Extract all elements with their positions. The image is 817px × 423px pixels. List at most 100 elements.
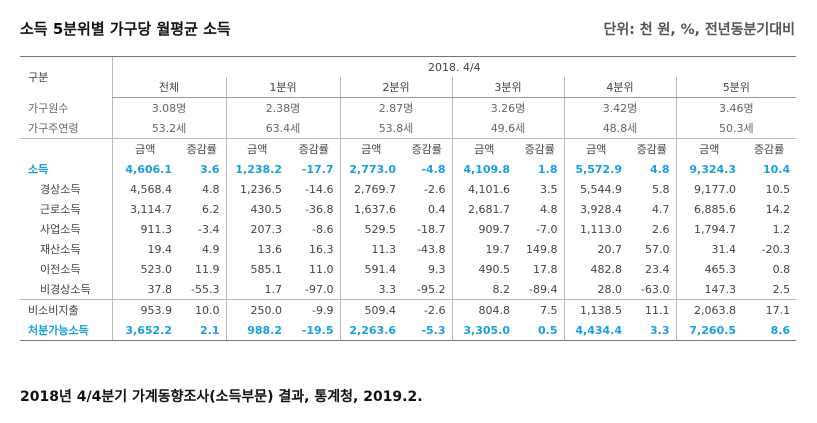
amount-cell: 8.2 — [451, 279, 516, 300]
row-label: 근로소득 — [40, 203, 81, 216]
change-header: 증감률 — [742, 138, 797, 159]
change-cell: 16.3 — [309, 242, 334, 256]
amount-cell: 3,114.7 — [111, 199, 178, 219]
age-cell: 50.3세 — [675, 118, 797, 139]
change-cell: 0.4 — [428, 202, 446, 216]
row-label: 처분가능소득 — [20, 320, 112, 341]
table-row: 비소비지출 953.9 10.0 250.0 -9.9 509.4 -2.6 804.8 7.5… — [20, 299, 797, 320]
change-cell: 4.8 — [650, 162, 670, 176]
amount-cell: 1,138.5 — [563, 299, 628, 320]
table-row: 소득 4,606.1 3.6 1,238.2 -17.7 2,773.0 -4.8 4,109… — [20, 159, 796, 179]
amount-cell: 465.3 — [675, 259, 742, 279]
change-cell: -43.8 — [417, 242, 446, 256]
age-cell: 53.2세 — [111, 118, 226, 139]
corner-header: 구분 — [20, 56, 112, 98]
amount-cell: 1.7 — [225, 279, 288, 300]
amount-cell: 509.4 — [339, 299, 402, 320]
change-cell: 23.4 — [645, 262, 670, 276]
change-cell: -18.7 — [417, 222, 446, 236]
change-cell: 4.8 — [540, 202, 558, 216]
amount-cell: 13.6 — [225, 239, 288, 259]
amount-cell: 7,260.5 — [675, 320, 742, 341]
row-label: 비경상소득 — [40, 283, 91, 296]
household-size-cell: 2.87명 — [339, 97, 452, 118]
change-cell: 4.7 — [652, 202, 670, 216]
change-cell: -17.7 — [301, 162, 334, 176]
change-cell: 10.0 — [178, 299, 226, 320]
amount-cell: 988.2 — [225, 320, 288, 341]
row-label: 가구주연령 — [28, 122, 79, 135]
amount-cell: 5,544.9 — [563, 179, 628, 199]
household-size-cell: 3.46명 — [675, 97, 797, 118]
change-cell: 4.8 — [202, 182, 220, 196]
amount-cell: 585.1 — [225, 259, 288, 279]
change-cell: 2.6 — [652, 222, 670, 236]
amount-cell: 430.5 — [225, 199, 288, 219]
table-row: 근로소득 3,114.7 6.2 430.5 -36.8 1,637.6 0.4 2,681.… — [20, 199, 796, 219]
amount-cell: 28.0 — [563, 279, 628, 300]
change-cell: 3.6 — [200, 162, 220, 176]
unit-note: 단위: 천 원, %, 전년동분기대비 — [603, 22, 795, 38]
row-label: 경상소득 — [40, 183, 81, 196]
amount-cell: 37.8 — [111, 279, 178, 300]
change-cell: 11.1 — [628, 299, 676, 320]
change-cell: -36.8 — [305, 202, 334, 216]
change-cell: 10.4 — [763, 162, 791, 176]
change-cell: -2.6 — [424, 182, 446, 196]
amount-cell: 1,637.6 — [339, 199, 402, 219]
page-title: 소득 5분위별 가구당 월평균 소득 — [20, 20, 231, 38]
change-cell: 7.5 — [516, 299, 564, 320]
amount-cell: 2,681.7 — [451, 199, 516, 219]
age-cell: 53.8세 — [339, 118, 452, 139]
change-header: 증감률 — [288, 138, 340, 159]
amount-cell: 207.3 — [225, 219, 288, 239]
group-header: 5분위 — [675, 77, 797, 98]
row-label-empty — [20, 138, 112, 159]
change-cell: -55.3 — [191, 282, 220, 296]
household-size-cell: 3.42명 — [563, 97, 676, 118]
change-header: 증감률 — [516, 138, 564, 159]
change-cell: 5.8 — [652, 182, 670, 196]
age-cell: 63.4세 — [225, 118, 340, 139]
amount-cell: 1,236.5 — [225, 179, 288, 199]
amount-cell: 4,606.1 — [111, 159, 178, 179]
change-cell: -5.3 — [402, 320, 452, 341]
change-cell: 1.2 — [772, 222, 791, 236]
period-header: 2018. 4/4 — [111, 56, 797, 77]
group-header: 2분위 — [339, 77, 452, 98]
change-cell: -2.6 — [402, 299, 452, 320]
amount-cell: 1,238.2 — [225, 159, 288, 179]
amount-cell: 591.4 — [339, 259, 402, 279]
amount-cell: 3.3 — [339, 279, 402, 300]
amount-cell: 147.3 — [675, 279, 742, 300]
amount-header: 금액 — [339, 138, 402, 159]
amount-cell: 9,177.0 — [675, 179, 742, 199]
amount-header: 금액 — [675, 138, 742, 159]
change-cell: 14.2 — [765, 202, 791, 216]
change-cell: 17.1 — [742, 299, 797, 320]
amount-cell: 19.7 — [451, 239, 516, 259]
amount-header: 금액 — [563, 138, 628, 159]
amount-cell: 20.7 — [563, 239, 628, 259]
change-header: 증감률 — [178, 138, 226, 159]
amount-cell: 523.0 — [111, 259, 178, 279]
household-size-cell: 3.08명 — [111, 97, 226, 118]
change-cell: 0.8 — [772, 262, 791, 276]
amount-cell: 3,928.4 — [563, 199, 628, 219]
change-cell: -14.6 — [305, 182, 334, 196]
table-row: 이전소득 523.0 11.9 585.1 11.0 591.4 9.3 490.5 17.8 4… — [20, 259, 796, 279]
amount-cell: 909.7 — [451, 219, 516, 239]
change-cell: -7.0 — [536, 222, 558, 236]
source-note: 2018년 4/4분기 가계동향조사(소득부문) 결과, 통계청, 2019.2… — [20, 389, 423, 405]
row-label: 사업소득 — [40, 223, 81, 236]
change-cell: 4.9 — [202, 242, 220, 256]
amount-cell: 4,101.6 — [451, 179, 516, 199]
table-row: 재산소득 19.4 4.9 13.6 16.3 11.3 -43.8 19.7 149.8 20.… — [20, 239, 796, 259]
age-cell: 48.8세 — [563, 118, 676, 139]
table-row: 경상소득 4,568.4 4.8 1,236.5 -14.6 2,769.7 -2.6 4,1… — [20, 179, 796, 199]
amount-cell: 11.3 — [339, 239, 402, 259]
group-header: 4분위 — [563, 77, 676, 98]
amount-cell: 250.0 — [225, 299, 288, 320]
income-table: 구분 2018. 4/4 전체 1분위 2분위 3분위 4분위 5분위 가구원수 3.08명… — [20, 56, 797, 341]
change-cell: 9.3 — [428, 262, 446, 276]
